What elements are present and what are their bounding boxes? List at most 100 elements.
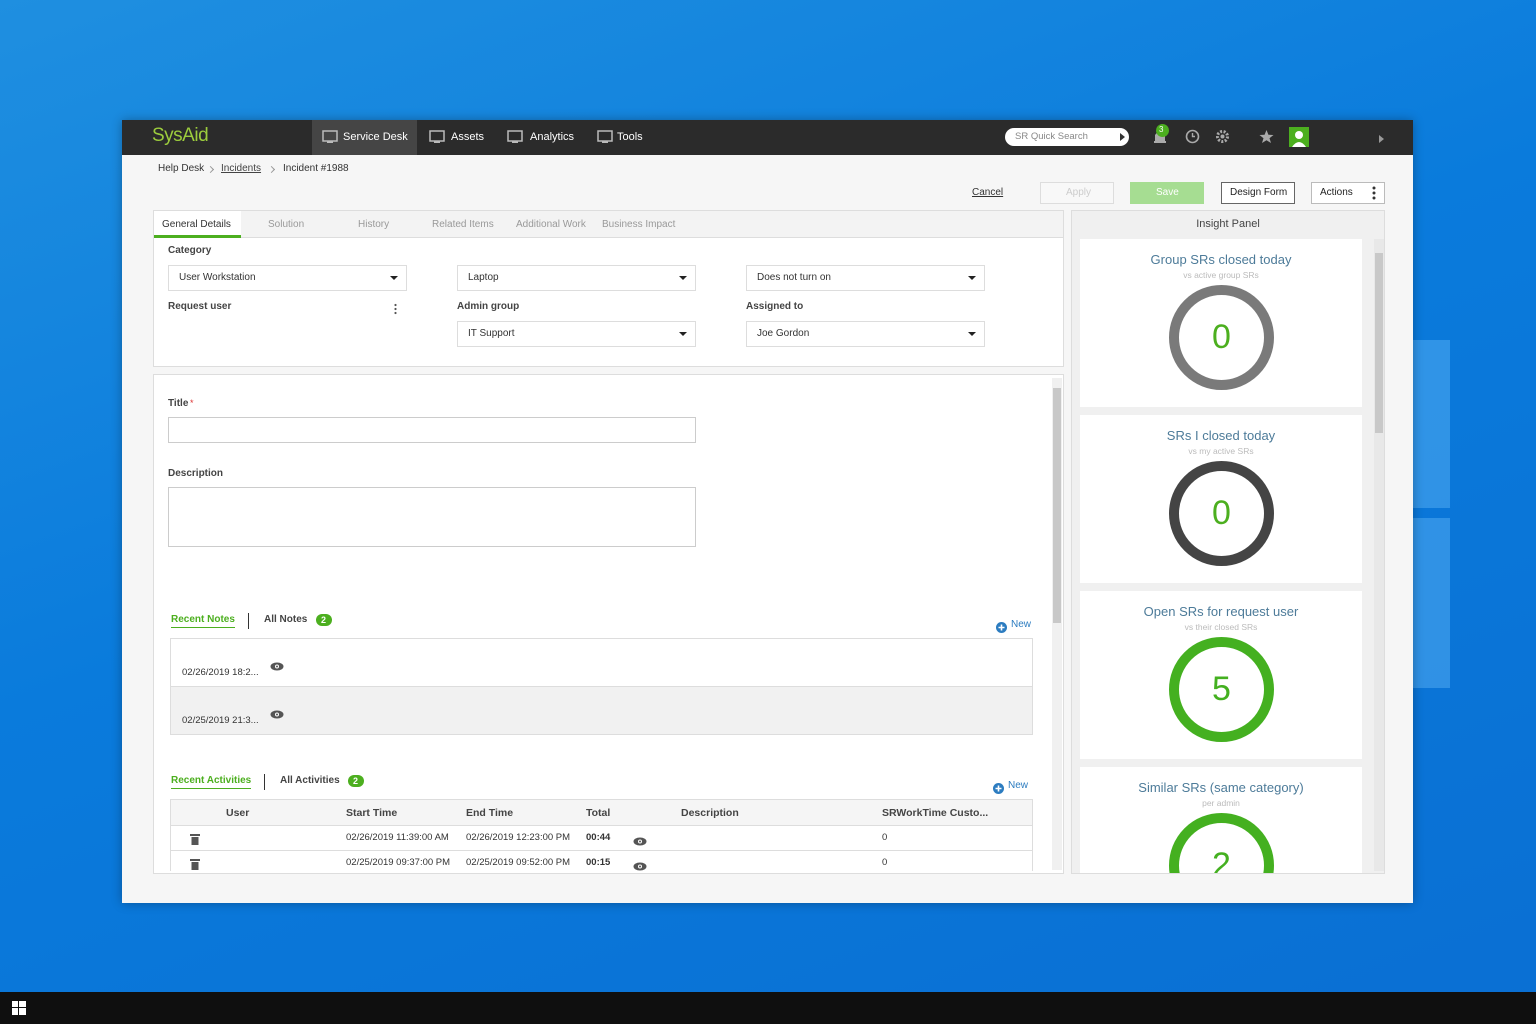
widget-card[interactable]: SRs I closed today vs my active SRs 0 [1080,415,1362,583]
nav-item[interactable]: Analytics [530,131,575,143]
start-button[interactable] [12,1001,26,1015]
widget-card[interactable]: Similar SRs (same category) per admin 2 [1080,767,1362,874]
panel-title: Insight Panel [1196,218,1260,230]
cancel-link[interactable]: Cancel [972,187,1004,198]
widget-subtitle: vs their closed SRs [1184,622,1258,632]
expand-arrow[interactable] [1379,135,1384,143]
row-divider [171,850,1032,851]
section-tab-active[interactable]: Recent Activities [171,774,252,789]
description-textarea[interactable] [168,487,696,547]
nav-active-bg [312,120,417,155]
select-value: Laptop [468,272,499,283]
save-button[interactable] [1130,182,1204,204]
tab[interactable]: Business Impact [602,219,676,230]
breadcrumb-item[interactable]: Incidents [221,163,262,174]
tab[interactable]: General Details [162,219,231,230]
add-icon[interactable] [993,781,1004,794]
more-icon[interactable] [394,302,397,315]
tab[interactable]: Related Items [432,219,494,230]
tab[interactable]: Solution [268,219,305,230]
required-mark: * [190,398,194,408]
widget-ring [1169,637,1274,742]
cell: 02/26/2019 12:23:00 PM [466,832,571,843]
select[interactable] [746,265,985,291]
view-icon[interactable] [270,658,284,671]
nav-item[interactable]: Assets [451,131,485,143]
cell: 00:44 [586,832,611,843]
clock-icon[interactable] [1185,129,1200,144]
new-link[interactable]: New [1008,780,1029,791]
view-icon[interactable] [633,833,647,846]
scrollbar-thumb[interactable] [1375,253,1383,433]
breadcrumb-item[interactable]: Help Desk [158,163,205,174]
widget-card[interactable]: Open SRs for request user vs their closed… [1080,591,1362,759]
taskbar [0,992,1536,1024]
widget-subtitle: per admin [1202,798,1240,808]
search-placeholder: SR Quick Search [1015,131,1088,142]
select-value: Joe Gordon [757,328,810,339]
field-label: Admin group [457,301,520,312]
tab[interactable]: History [358,219,390,230]
favorites-icon[interactable] [1259,129,1274,144]
settings-icon[interactable] [1215,129,1230,144]
tab-separator [264,774,265,790]
section-tab-active[interactable]: Recent Notes [171,613,235,628]
nav-icon[interactable] [322,129,338,144]
view-icon[interactable] [270,706,284,719]
cell: 02/25/2019 09:37:00 PM [346,857,451,868]
widget-value: 5 [1212,670,1231,708]
select[interactable] [457,321,696,347]
field-label: Description [168,468,224,479]
add-icon[interactable] [996,620,1007,633]
user-avatar[interactable] [1289,127,1309,147]
scrollbar-thumb[interactable] [1053,388,1061,623]
breadcrumb-item: Incident #1988 [283,163,349,174]
note-row-bg [171,686,1032,734]
actions-label: Actions [1320,187,1353,198]
design-form-button[interactable] [1221,182,1295,204]
nav-icon[interactable] [429,129,445,144]
delete-icon[interactable] [190,832,200,845]
widget-value: 2 [1212,846,1231,874]
title-input[interactable] [168,417,696,443]
save-label: Save [1156,187,1179,198]
select-value: User Workstation [179,272,256,283]
widget-card[interactable]: Group SRs closed today vs active group SR… [1080,239,1362,407]
nav-item[interactable]: Service Desk [343,131,408,143]
insight-panel: Insight Panel Group SRs closed today vs ac… [1071,210,1385,874]
select[interactable] [457,265,696,291]
nav-item[interactable]: Tools [617,131,643,143]
design-form-label: Design Form [1230,187,1288,198]
nav-icon[interactable] [597,129,613,144]
view-icon[interactable] [633,858,647,871]
widget-title: SRs I closed today [1166,428,1276,443]
widget-value: 0 [1212,318,1231,356]
select[interactable] [746,321,985,347]
select[interactable] [168,265,407,291]
search-box[interactable] [1005,128,1129,146]
column-header: User [226,807,250,819]
field-label: Category [168,245,212,256]
cell: 0 [882,857,888,868]
dropdown-arrow [390,276,398,280]
actions-button[interactable] [1311,182,1385,204]
nav-icon[interactable] [507,129,523,144]
new-link[interactable]: New [1011,619,1032,630]
notification-badge [1156,124,1169,137]
widget-ring [1169,285,1274,390]
section-tab[interactable]: All Notes [264,614,308,625]
windows-logo-pane [1413,340,1450,508]
apply-button[interactable] [1040,182,1114,204]
widget-subtitle: vs active group SRs [1183,270,1259,280]
section-tab[interactable]: All Activities [280,775,340,786]
column-header: Start Time [346,807,398,819]
column-header: SRWorkTime Custo... [882,807,989,819]
tab[interactable]: Additional Work [516,219,586,230]
note-date: 02/25/2019 21:3... [182,715,259,726]
delete-icon[interactable] [190,857,200,870]
select-value: Does not turn on [757,272,831,283]
windows-logo-pane [1413,518,1450,688]
cell: 0 [882,832,888,843]
field-label: Request user [168,301,232,312]
